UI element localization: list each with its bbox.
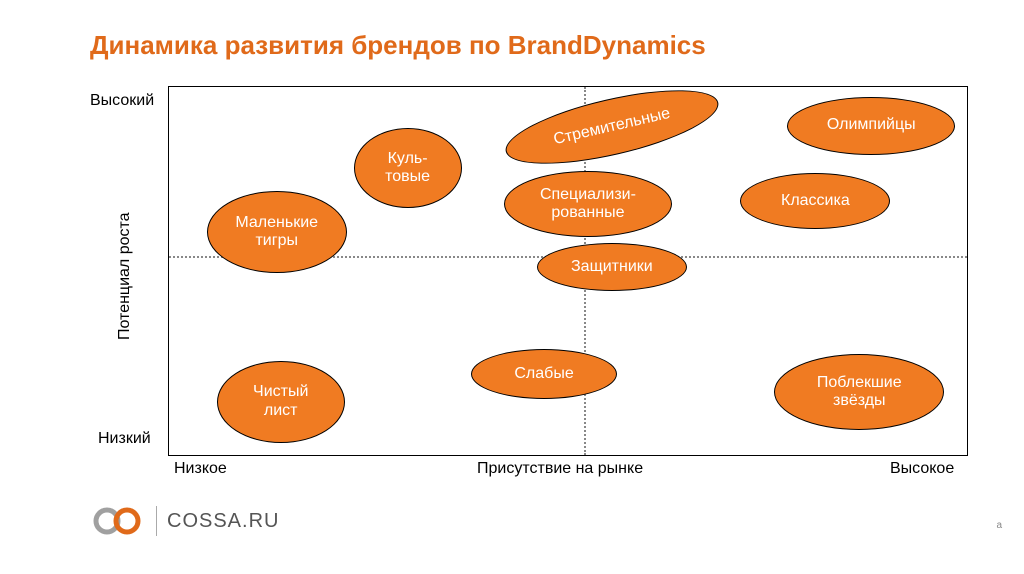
y-axis-high-label: Высокий [90, 92, 154, 110]
plot-area: Маленькиетигры Куль-товые Стремительные Спе… [168, 86, 968, 456]
bubble-defenders: Защитники [537, 243, 687, 291]
infinity-icon [92, 506, 146, 536]
bubble-label: Маленькиетигры [235, 214, 318, 251]
y-axis-title: Потенциал роста [116, 212, 134, 340]
brand-logo: COSSA.RU [92, 506, 279, 536]
bubble-specialized: Специализи-рованные [504, 171, 672, 237]
bubble-label: Куль-товые [385, 150, 430, 187]
bubble-label: Стремительные [552, 105, 672, 150]
x-axis-title: Присутствие на рынке [477, 460, 643, 478]
bubble-clean-sheet: Чистыйлист [217, 361, 345, 443]
logo-divider [156, 506, 157, 536]
bubble-faded-stars: Поблекшиезвёзды [774, 354, 944, 430]
bubble-weak: Слабые [471, 349, 617, 399]
logo-text: COSSA.RU [167, 510, 279, 533]
bubble-label: Классика [781, 192, 850, 210]
bubble-label: Поблекшиезвёзды [817, 374, 902, 411]
bubble-small-tigers: Маленькиетигры [207, 191, 347, 273]
bubble-cult: Куль-товые [354, 128, 462, 208]
bubble-label: Слабые [514, 365, 573, 383]
chart-title: Динамика развития брендов по BrandDynami… [90, 30, 706, 61]
bubble-rapid: Стремительные [499, 76, 724, 180]
bubble-olympians: Олимпийцы [787, 97, 955, 155]
y-axis-low-label: Низкий [98, 430, 151, 448]
footer-mark: a [996, 520, 1002, 531]
bubble-label: Чистыйлист [253, 383, 308, 420]
bubble-label: Защитники [571, 258, 653, 276]
bubble-label: Специализи-рованные [540, 186, 636, 223]
x-axis-high-label: Высокое [890, 460, 954, 478]
x-axis-low-label: Низкое [174, 460, 227, 478]
bubble-classic: Классика [740, 173, 890, 229]
bubble-label: Олимпийцы [827, 116, 916, 134]
